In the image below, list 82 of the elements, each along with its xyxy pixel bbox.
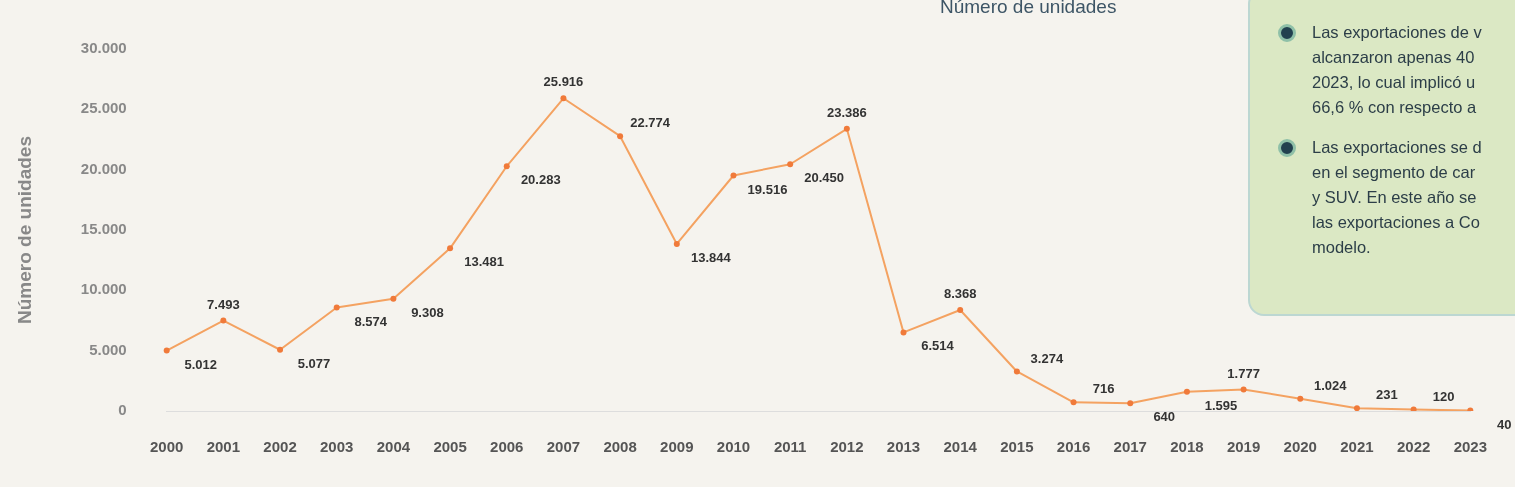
text: 1.777 (1227, 365, 1260, 381)
text: 231 (1376, 387, 1398, 403)
x-tick-label: 2017 (1113, 438, 1147, 456)
x-tick-label: 2008 (603, 438, 637, 456)
y-tick-label: 20.000 (80, 159, 127, 177)
text: 716 (1092, 381, 1115, 397)
x-tick-label: 2016 (1056, 438, 1091, 456)
text: 19.516 (747, 181, 788, 197)
point (1297, 395, 1304, 402)
text: 7.493 (207, 296, 240, 312)
text: 5.012 (184, 356, 217, 372)
x-tick-label: 2023 (1453, 438, 1487, 456)
point (503, 163, 510, 170)
x-tick-label: 2001 (206, 438, 241, 456)
y-tick-label: 5.000 (89, 340, 127, 358)
point (1353, 405, 1360, 411)
annotation: Las exportaciones de v alcanzaron apenas 40 2023, lo cual implicó u 66,6 % con respecto a (1311, 22, 1483, 118)
point (1183, 388, 1190, 395)
x-tick-label: 2020 (1283, 438, 1317, 456)
y-axis-title: Número de unidades (13, 136, 35, 324)
x-tick-label: 2022 (1396, 438, 1431, 456)
text: 1.024 (1314, 377, 1347, 393)
point (787, 161, 794, 168)
text: 8.368 (943, 286, 977, 302)
point (560, 95, 567, 102)
y-tick-label: 0 (118, 401, 127, 419)
point (617, 133, 624, 140)
x-tick-label: 2021 (1340, 438, 1374, 456)
x-tick-label: 2006 (490, 438, 524, 456)
point (277, 346, 284, 353)
text: 13.844 (690, 250, 731, 266)
x-tick-label: 2011 (773, 438, 807, 456)
text: 25.916 (543, 74, 584, 90)
point (163, 347, 170, 354)
text: 23.386 (826, 104, 867, 120)
y-tick-label: 10.000 (80, 280, 127, 298)
point (1240, 386, 1247, 393)
point (900, 329, 907, 336)
text: 22.774 (630, 115, 670, 131)
text: 20.283 (520, 172, 561, 188)
point (1013, 368, 1020, 375)
x-tick-label: 2009 (660, 438, 694, 456)
text: 1.595 (1204, 397, 1238, 413)
y-tick-label: 15.000 (80, 220, 127, 238)
point (447, 245, 454, 252)
point (957, 307, 964, 314)
point (1127, 400, 1134, 407)
text: 5.077 (297, 355, 331, 371)
x-tick-label: 2000 (149, 438, 184, 456)
x-tick-label: 2012 (830, 438, 864, 456)
x-tick-label: 2018 (1170, 438, 1204, 456)
point (843, 125, 850, 132)
text: 9.308 (411, 304, 444, 320)
point (673, 240, 680, 247)
point (1410, 406, 1417, 411)
x-tick-label: 2004 (376, 438, 411, 456)
point (220, 317, 227, 324)
point (390, 295, 397, 302)
text: 13.481 (464, 254, 504, 270)
text: 40 (1497, 416, 1512, 432)
note-panel: Las exportaciones de v alcanzaron apenas 40 2023, lo cual implicó u 66,6 % con respecto a Las exportaciones se d en el segmento de car y SUV. En este año se las exportaciones a Co modelo. (1248, 0, 1515, 316)
x-tick-label: 2003 (320, 438, 354, 456)
point (333, 304, 340, 311)
x-tick-label: 2013 (886, 438, 921, 456)
annotation: Las exportaciones se d en el segmento de car y SUV. En este año se las exportaciones a Co modelo. (1311, 137, 1483, 258)
x-tick-label: 2015 (1000, 438, 1034, 456)
x-tick-label: 2014 (943, 438, 978, 456)
text: 640 (1153, 409, 1176, 425)
y-tick-label: 30.000 (80, 39, 127, 57)
x-tick-label: 2007 (546, 438, 581, 456)
y-tick-label: 25.000 (80, 99, 127, 117)
text: 3.274 (1030, 350, 1064, 366)
text: 20.450 (804, 170, 845, 186)
point (1070, 399, 1077, 406)
x-tick-label: 2002 (263, 438, 297, 456)
x-tick-label: 2010 (716, 438, 751, 456)
x-tick-label: 2005 (433, 438, 467, 456)
text: 8.574 (354, 313, 387, 329)
text: 120 (1432, 388, 1455, 404)
x-tick-label: 2019 (1226, 438, 1261, 456)
text: 6.514 (921, 338, 954, 354)
point (730, 172, 737, 179)
